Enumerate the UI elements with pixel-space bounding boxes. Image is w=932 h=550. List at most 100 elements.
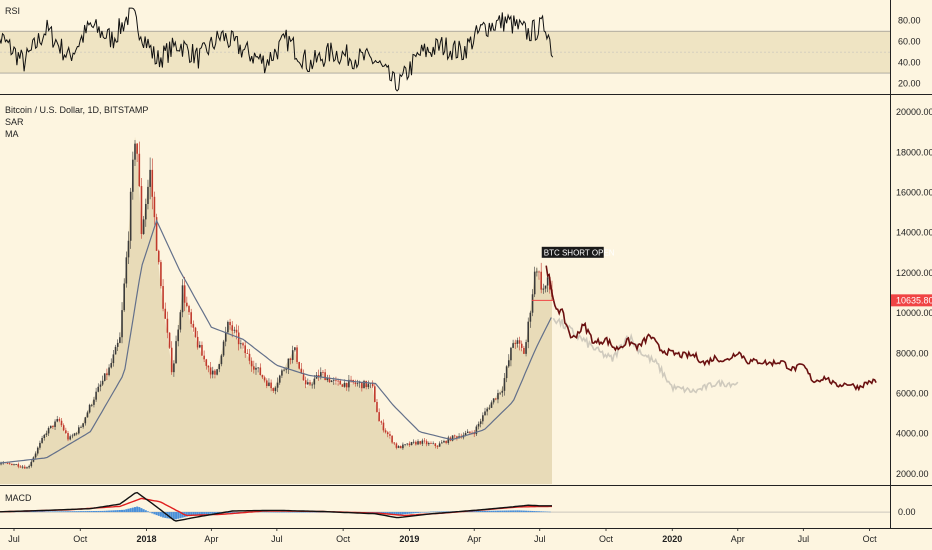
candle-body: [484, 411, 486, 416]
candle-body: [56, 419, 59, 422]
macd-histogram-bar-189: [421, 512, 424, 513]
candle-195: [412, 439, 415, 444]
candle-body: [339, 380, 342, 385]
candle-body: [242, 343, 244, 346]
price-area: [0, 136, 552, 484]
macd-histogram-bar-60: [142, 509, 145, 513]
macd-histogram-bar-21: [58, 511, 61, 513]
candle-66: [134, 140, 136, 167]
candle-8: [8, 462, 11, 465]
candle-184: [389, 431, 391, 439]
macd-histogram-bar-80: [185, 512, 188, 517]
candle-252: [536, 267, 538, 277]
candle-177: [374, 383, 376, 403]
candle-body: [358, 382, 361, 384]
macd-histogram-bar-30: [77, 511, 80, 513]
macd-histogram-bar-73: [170, 512, 173, 519]
candle-body: [186, 302, 188, 307]
candle-224: [475, 424, 478, 437]
macd-histogram-bar-246: [544, 511, 547, 513]
candle-102: [211, 366, 214, 379]
candle-32: [60, 417, 63, 428]
candle-body: [6, 462, 9, 464]
candle-body: [149, 169, 151, 187]
candle-body: [287, 358, 290, 369]
candle-200: [423, 438, 426, 444]
candle-96: [199, 341, 201, 349]
macd-histogram-bar-193: [429, 511, 432, 513]
candle-88: [181, 279, 184, 318]
macd-histogram-bar-75: [175, 512, 178, 520]
candle-body: [438, 443, 441, 447]
x-tick-label-1: Oct: [73, 534, 88, 544]
candle-body: [196, 336, 199, 348]
candle-body: [540, 271, 542, 290]
candle-108: [224, 326, 227, 347]
candle-body: [216, 369, 218, 375]
macd-histogram-bar-23: [62, 511, 65, 513]
candle-body: [345, 382, 348, 388]
macd-histogram-bar-171: [382, 512, 385, 514]
macd-histogram-bar-42: [103, 510, 106, 513]
candle-body: [231, 325, 234, 331]
candle-115: [240, 339, 242, 349]
candle-91: [188, 304, 190, 316]
candle-body: [34, 453, 37, 458]
macd-histogram-bar-49: [118, 510, 121, 513]
candle-body: [237, 332, 240, 345]
candle-body: [374, 386, 376, 402]
candle-27: [49, 425, 52, 429]
macd-histogram-bar-234: [518, 510, 521, 513]
macd-histogram-bar-90: [207, 512, 210, 515]
candle-11: [15, 463, 17, 465]
candle-51: [101, 375, 104, 387]
candle-67: [136, 142, 138, 162]
candle-body: [246, 353, 249, 354]
candle-body: [21, 466, 24, 468]
candle-body: [492, 398, 495, 403]
price-tick-label-9: 2000.00: [896, 469, 929, 479]
candle-17: [28, 464, 30, 469]
candle-body: [229, 321, 231, 326]
candle-body: [26, 467, 28, 469]
candle-body: [311, 384, 313, 386]
candle-144: [302, 369, 305, 381]
candle-232: [492, 398, 495, 405]
macd-histogram-bar-115: [261, 511, 264, 513]
candle-body: [127, 240, 130, 258]
candle-body: [399, 446, 402, 449]
macd-histogram-bar-119: [270, 511, 273, 513]
macd-histogram-bar-185: [412, 512, 415, 514]
candle-body: [248, 353, 251, 361]
candle-203: [430, 441, 432, 445]
candle-body: [510, 347, 512, 361]
candle-39: [75, 432, 78, 436]
macd-histogram-bar-56: [133, 507, 136, 513]
macd-histogram-bar-188: [419, 512, 422, 513]
candle-246: [523, 345, 525, 355]
candle-42: [82, 423, 84, 429]
macd-histogram-bar-141: [317, 512, 320, 513]
candle-body: [507, 360, 510, 367]
candle-53: [106, 368, 108, 381]
macd-histogram-bar-196: [436, 511, 439, 513]
candle-249: [529, 310, 532, 328]
candle-body: [270, 382, 272, 389]
candle-83: [170, 341, 173, 375]
candle-body: [425, 441, 428, 445]
candle-12: [17, 462, 20, 469]
price-title: Bitcoin / U.S. Dollar, 1D, BITSTAMP: [5, 105, 148, 115]
macd-histogram-bar-39: [97, 510, 100, 513]
macd-histogram-bar-136: [306, 512, 309, 513]
candle-body: [501, 390, 504, 393]
candle-body: [415, 441, 417, 445]
candle-body: [160, 262, 162, 287]
macd-histogram-bar-214: [475, 510, 478, 513]
candle-body: [192, 323, 195, 328]
candle-206: [436, 445, 439, 449]
macd-histogram-bar-15: [45, 511, 48, 513]
candle-125: [261, 374, 264, 379]
candle-body: [384, 430, 387, 433]
candle-198: [419, 440, 421, 445]
macd-histogram-bar-35: [88, 511, 91, 513]
